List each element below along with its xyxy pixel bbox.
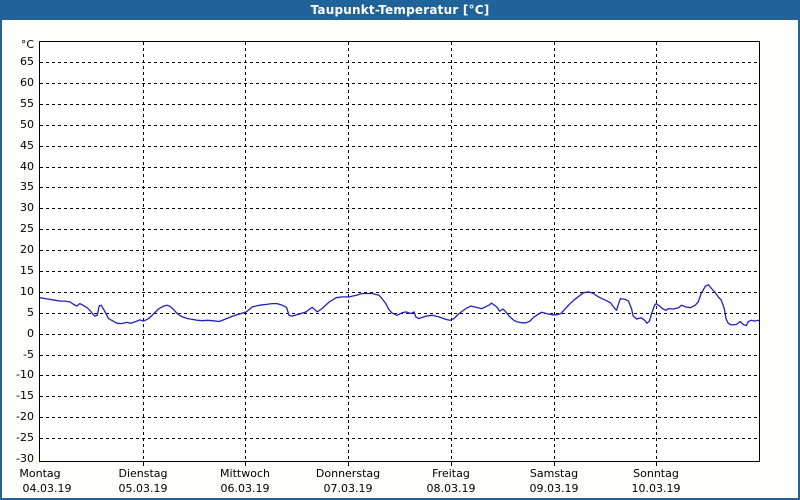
y-axis-tick-label: -5 [23, 347, 34, 361]
y-axis-tick-label: 55 [20, 96, 34, 110]
y-axis-tick-label: 50 [20, 117, 34, 131]
day-date-label: 05.03.19 [118, 482, 168, 495]
x-axis-tick [554, 462, 555, 466]
day-name-label: Dienstag [118, 467, 168, 480]
day-name-label: Freitag [432, 467, 470, 480]
day-name-label: Samstag [529, 467, 579, 480]
y-axis-tick-label: 30 [20, 201, 34, 215]
day-date-label: 04.03.19 [22, 482, 72, 495]
y-axis-tick-label: 0 [27, 326, 34, 340]
y-axis-tick-label: 5 [27, 305, 34, 319]
y-axis-tick-label: -10 [16, 368, 34, 382]
y-axis-tick-label: 65 [20, 55, 34, 69]
day-name-label: Mittwoch [220, 467, 270, 480]
y-axis-tick-label: -25 [16, 431, 34, 445]
y-axis-tick-label: 15 [20, 263, 34, 277]
y-axis-tick-label: -15 [16, 389, 34, 403]
x-axis-tick [143, 462, 144, 466]
y-axis-tick-label: 20 [20, 243, 34, 257]
day-name-label: Sonntag [633, 467, 679, 480]
dewpoint-temperature-line [40, 284, 759, 327]
day-name-label: Donnerstag [315, 467, 381, 480]
y-axis-tick-label: -30 [16, 452, 34, 465]
title-bar: Taupunkt-Temperatur [°C] [0, 0, 800, 20]
day-date-label: 09.03.19 [529, 482, 579, 495]
y-axis-tick-label: 45 [20, 138, 34, 152]
day-date-label: 10.03.19 [631, 482, 681, 495]
day-date-label: 08.03.19 [426, 482, 476, 495]
y-axis-tick-label: 10 [20, 284, 34, 298]
y-axis-tick-label: -20 [16, 410, 34, 424]
x-axis-tick [245, 462, 246, 466]
y-axis-unit-label: °C [20, 38, 34, 51]
window-border-left [0, 20, 2, 500]
day-name-label: Montag [19, 467, 61, 480]
window-border-bottom [0, 498, 800, 500]
y-axis-tick-label: 40 [20, 159, 34, 173]
x-axis-tick [656, 462, 657, 466]
y-axis-tick-label: 60 [20, 75, 34, 89]
y-axis-tick-label: 35 [20, 180, 34, 194]
x-axis-tick [451, 462, 452, 466]
day-date-label: 07.03.19 [323, 482, 373, 495]
x-axis-tick [348, 462, 349, 466]
window-border-right [798, 20, 800, 500]
plot-area [39, 41, 760, 462]
y-axis-tick-label: 25 [20, 222, 34, 236]
day-date-label: 06.03.19 [220, 482, 270, 495]
page-title: Taupunkt-Temperatur [°C] [310, 3, 490, 17]
dewpoint-chart-svg [40, 42, 759, 459]
